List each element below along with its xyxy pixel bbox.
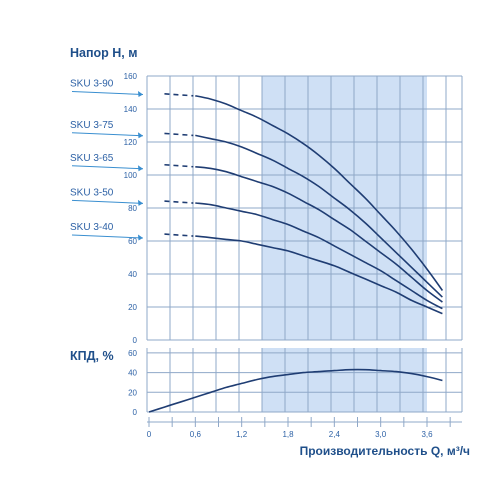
curve-sku-3-90 xyxy=(195,95,444,291)
head-y-tick-label: 100 xyxy=(124,171,138,180)
head-y-tick-label: 120 xyxy=(124,138,138,147)
head-y-tick-label: 40 xyxy=(128,270,137,279)
dashed-sku-3-90 xyxy=(164,93,194,97)
efficiency-y-tick-label: 20 xyxy=(128,388,137,397)
series-label-sku-3-75: SKU 3-75 xyxy=(70,120,114,131)
arrowhead-sku-3-50 xyxy=(138,199,143,206)
dashed-sku-3-65 xyxy=(164,163,194,168)
arrow-sku-3-90 xyxy=(71,91,144,95)
arrow-sku-3-40 xyxy=(71,234,144,239)
arrow-sku-3-75 xyxy=(71,132,144,137)
efficiency-axis-title: КПД, % xyxy=(70,349,114,363)
x-tick-label: 3,6 xyxy=(421,430,433,439)
highlight-band-layer xyxy=(261,76,427,412)
arrow-sku-3-65 xyxy=(71,165,144,170)
dashed-sku-3-50 xyxy=(164,200,194,204)
head-y-tick-label: 0 xyxy=(133,336,138,345)
head-y-tick-label: 80 xyxy=(128,204,137,213)
head-axis-title: Напор H, м xyxy=(70,46,138,60)
curve-sku-3-75 xyxy=(195,134,443,298)
efficiency-highlight-band xyxy=(261,348,427,412)
grid-layer xyxy=(146,75,463,427)
arrow-sku-3-50 xyxy=(71,199,144,204)
x-tick-label: 0 xyxy=(147,430,152,439)
x-tick-label: 2,4 xyxy=(329,430,341,439)
x-tick-label: 1,8 xyxy=(282,430,294,439)
curve-sku-3-65 xyxy=(195,166,443,303)
series-label-sku-3-50: SKU 3-50 xyxy=(70,187,114,198)
curve-sku-3-40 xyxy=(195,235,443,315)
curve-sku-3-50 xyxy=(195,202,443,310)
flow-axis-title: Производительность Q, м³/ч xyxy=(300,444,470,458)
series-label-sku-3-65: SKU 3-65 xyxy=(70,153,114,164)
x-tick-label: 0,6 xyxy=(190,430,202,439)
dashed-sku-3-75 xyxy=(164,132,194,137)
head-y-tick-label: 160 xyxy=(124,72,138,81)
arrowhead-sku-3-40 xyxy=(138,234,143,241)
efficiency-y-tick-label: 60 xyxy=(128,349,137,358)
label-layer: 0 20 40 60 80 100 120 140 160 0 20 40 60 0 0,6 1,2 1,8 2,… xyxy=(70,72,433,439)
arrowhead-sku-3-65 xyxy=(138,165,143,172)
efficiency-y-tick-label: 40 xyxy=(128,369,137,378)
head-y-tick-label: 20 xyxy=(128,303,137,312)
series-label-sku-3-40: SKU 3-40 xyxy=(70,222,114,233)
x-tick-label: 3,0 xyxy=(375,430,387,439)
head-y-tick-label: 140 xyxy=(124,105,138,114)
series-label-sku-3-90: SKU 3-90 xyxy=(70,79,114,90)
efficiency-y-tick-label: 0 xyxy=(133,408,138,417)
x-tick-label: 1,2 xyxy=(236,430,248,439)
head-y-tick-label: 60 xyxy=(128,237,137,246)
dashed-sku-3-40 xyxy=(164,233,194,237)
arrowhead-sku-3-75 xyxy=(138,132,143,139)
arrowhead-sku-3-90 xyxy=(138,91,143,97)
efficiency-curve xyxy=(148,368,443,413)
curve-layer xyxy=(148,93,444,413)
